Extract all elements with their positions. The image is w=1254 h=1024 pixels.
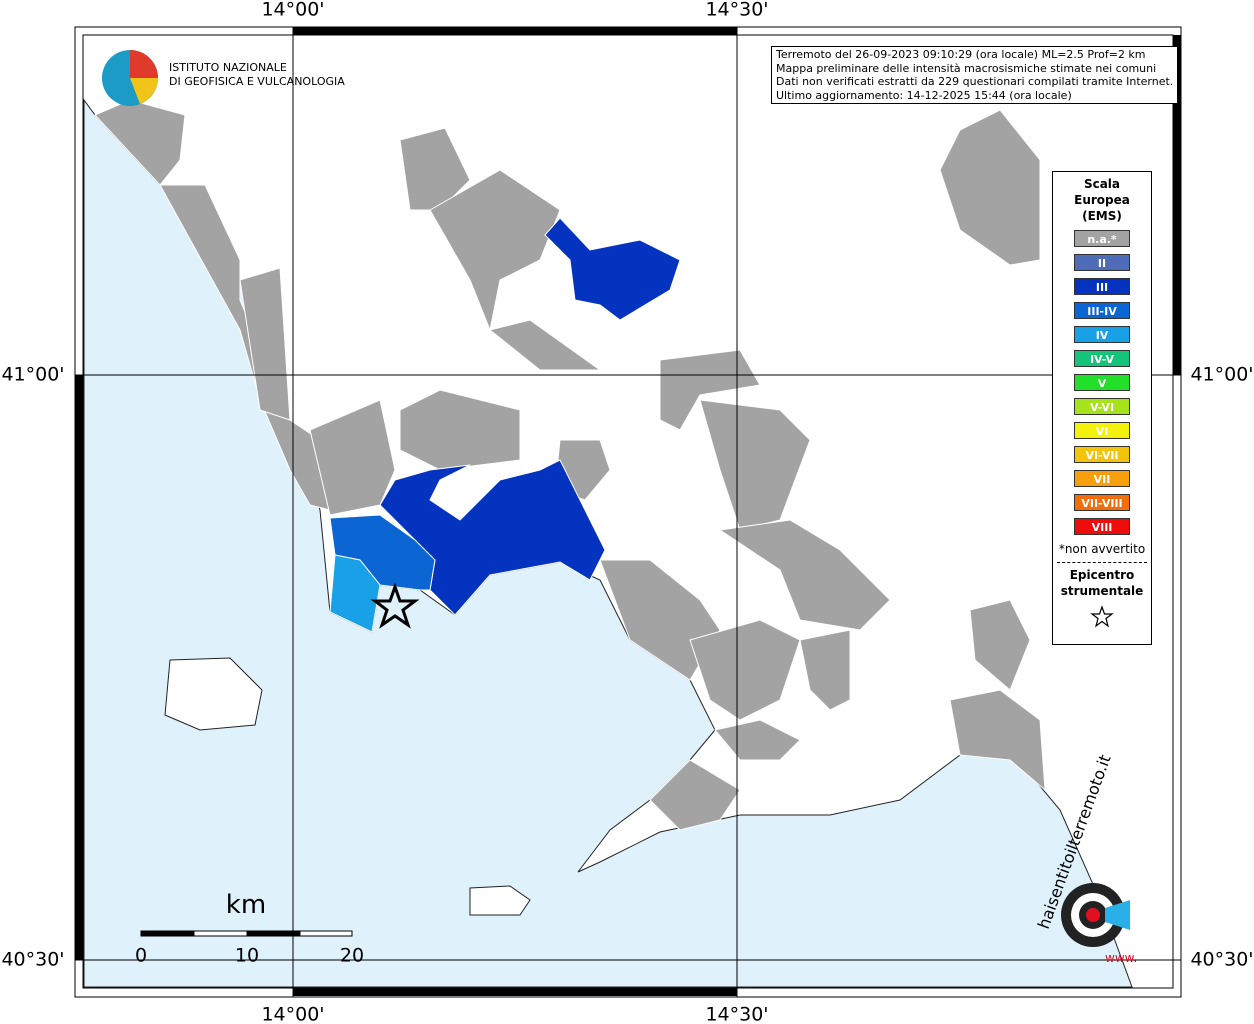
legend-title-line: Europea (1074, 193, 1130, 207)
legend-title-line: (EMS) (1082, 209, 1122, 223)
lat-label: 40°30' (1, 949, 64, 971)
legend-epicenter: Epicentro strumentale (1053, 567, 1151, 599)
islands (164, 657, 531, 916)
lat-label: 41°00' (1190, 364, 1253, 386)
legend-swatch: n.a.* (1074, 230, 1130, 247)
legend-title-line: Scala (1083, 177, 1121, 191)
site-logo (1061, 883, 1130, 947)
legend-swatch: III-IV (1074, 302, 1130, 319)
scale-bar (140, 930, 353, 937)
scale-label: 0 (135, 945, 147, 967)
lon-label: 14°30' (705, 1004, 768, 1024)
scale-unit: km (226, 890, 266, 920)
legend-swatch: V-VI (1074, 398, 1130, 415)
legend-title: Scala Europea (EMS) (1053, 176, 1151, 224)
graticule (75, 27, 1181, 997)
info-box: Terremoto del 26-09-2023 09:10:29 (ora l… (771, 46, 1179, 104)
legend-swatch: IV-V (1074, 350, 1130, 367)
logo-line: ISTITUTO NAZIONALE (169, 61, 287, 74)
legend-swatch: VI (1074, 422, 1130, 439)
legend-swatch: VII (1074, 470, 1130, 487)
scale-label: 20 (340, 945, 364, 967)
legend-epicenter-line: strumentale (1060, 584, 1144, 598)
legend-note: *non avvertito (1058, 542, 1146, 556)
lat-label: 41°00' (1, 364, 64, 386)
legend-swatch: VIII (1074, 518, 1130, 535)
epicenter-star (370, 582, 420, 629)
logo-line: DI GEOFISICA E VULCANOLOGIA (169, 75, 345, 88)
info-line: Terremoto del 26-09-2023 09:10:29 (ora l… (776, 48, 1146, 61)
legend: Scala Europea (EMS) n.a.* II III III-IV IV IV-V V… (1052, 171, 1152, 645)
site-prefix: www. (1105, 951, 1137, 965)
legend-swatch: V (1074, 374, 1130, 391)
lon-label: 14°00' (261, 0, 324, 21)
municipalities (94, 99, 1046, 831)
info-line: Dati non verificati estratti da 229 ques… (776, 75, 1174, 88)
legend-divider (1057, 562, 1147, 563)
lon-label: 14°00' (261, 1004, 324, 1024)
lat-label: 40°30' (1190, 949, 1253, 971)
lon-label: 14°30' (705, 0, 768, 21)
felt-municipalities (329, 217, 681, 633)
legend-swatch: VII-VIII (1074, 494, 1130, 511)
legend-swatch: VI-VII (1074, 446, 1130, 463)
legend-star (1090, 605, 1114, 628)
frame-ticks (75, 27, 1181, 996)
legend-swatch: III (1074, 278, 1130, 295)
legend-swatch: IV (1074, 326, 1130, 343)
legend-epicenter-line: Epicentro (1069, 568, 1135, 582)
ingv-logo (102, 50, 158, 106)
info-line: Ultimo aggiornamento: 14-12-2025 15:44 (… (776, 88, 1072, 102)
scale-label: 10 (235, 945, 259, 967)
legend-swatch: II (1074, 254, 1130, 271)
info-line: Mappa preliminare delle intensità macros… (776, 61, 1157, 75)
